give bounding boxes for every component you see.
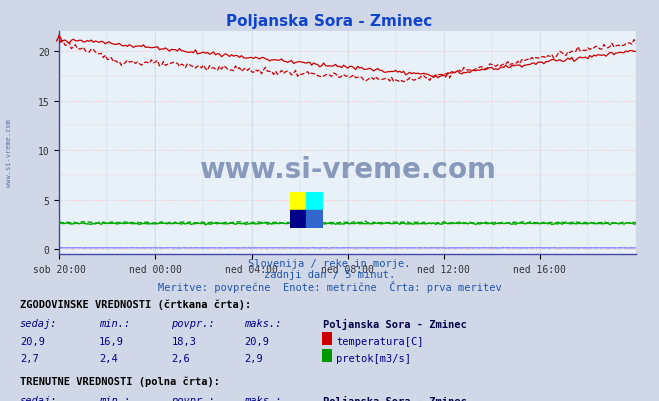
Text: www.si-vreme.com: www.si-vreme.com (199, 156, 496, 184)
Text: maks.:: maks.: (244, 395, 281, 401)
Text: sedaj:: sedaj: (20, 395, 57, 401)
Text: zadnji dan / 5 minut.: zadnji dan / 5 minut. (264, 269, 395, 279)
Text: pretok[m3/s]: pretok[m3/s] (336, 353, 411, 363)
Text: Poljanska Sora - Zminec: Poljanska Sora - Zminec (323, 395, 467, 401)
Text: 20,9: 20,9 (20, 336, 45, 346)
Text: Meritve: povprečne  Enote: metrične  Črta: prva meritev: Meritve: povprečne Enote: metrične Črta:… (158, 280, 501, 292)
Text: temperatura[C]: temperatura[C] (336, 336, 424, 346)
Bar (306, 211, 323, 229)
Text: TRENUTNE VREDNOSTI (polna črta):: TRENUTNE VREDNOSTI (polna črta): (20, 375, 219, 386)
Text: Poljanska Sora - Zminec: Poljanska Sora - Zminec (323, 318, 467, 329)
Text: sedaj:: sedaj: (20, 318, 57, 328)
Text: povpr.:: povpr.: (171, 318, 215, 328)
Text: 2,6: 2,6 (171, 353, 190, 363)
Bar (290, 211, 306, 229)
Text: 18,3: 18,3 (171, 336, 196, 346)
Text: Slovenija / reke in morje.: Slovenija / reke in morje. (248, 259, 411, 269)
Text: 2,4: 2,4 (99, 353, 117, 363)
Text: ZGODOVINSKE VREDNOSTI (črtkana črta):: ZGODOVINSKE VREDNOSTI (črtkana črta): (20, 299, 251, 309)
Text: Poljanska Sora - Zminec: Poljanska Sora - Zminec (227, 14, 432, 29)
Text: 2,7: 2,7 (20, 353, 38, 363)
Text: 20,9: 20,9 (244, 336, 269, 346)
Text: 16,9: 16,9 (99, 336, 124, 346)
Bar (306, 192, 323, 211)
Text: 2,9: 2,9 (244, 353, 262, 363)
Bar (290, 192, 306, 211)
Text: maks.:: maks.: (244, 318, 281, 328)
Text: min.:: min.: (99, 318, 130, 328)
Text: povpr.:: povpr.: (171, 395, 215, 401)
Text: min.:: min.: (99, 395, 130, 401)
Text: www.si-vreme.com: www.si-vreme.com (5, 118, 12, 186)
